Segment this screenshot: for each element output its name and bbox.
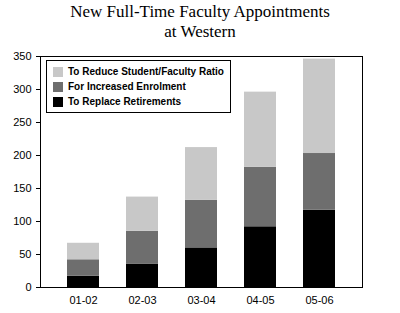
svg-text:350: 350 — [13, 50, 31, 62]
svg-text:02-03: 02-03 — [128, 294, 156, 306]
svg-text:250: 250 — [13, 116, 31, 128]
html-text:New Full-Time Faculty Appointm: New Full-Time Faculty Appointments at We… — [70, 2, 330, 41]
svg-text:150: 150 — [13, 182, 31, 194]
svg-text:100: 100 — [13, 215, 31, 227]
html-text:To Replace Retirements: To Replace Retirements — [68, 96, 182, 107]
svg-text:50: 50 — [19, 248, 31, 260]
svg-text:300: 300 — [13, 83, 31, 95]
svg-text:200: 200 — [13, 149, 31, 161]
svg-text:01-02: 01-02 — [69, 294, 97, 306]
svg-text:04-05: 04-05 — [246, 294, 274, 306]
svg-text:0: 0 — [25, 281, 31, 293]
svg-text:05-06: 05-06 — [305, 294, 333, 306]
html-text:To Reduce Student/Faculty Rati: To Reduce Student/Faculty Ratio — [68, 66, 224, 77]
html-text:For Increased Enrolment: For Increased Enrolment — [68, 81, 186, 92]
svg-text:03-04: 03-04 — [187, 294, 215, 306]
